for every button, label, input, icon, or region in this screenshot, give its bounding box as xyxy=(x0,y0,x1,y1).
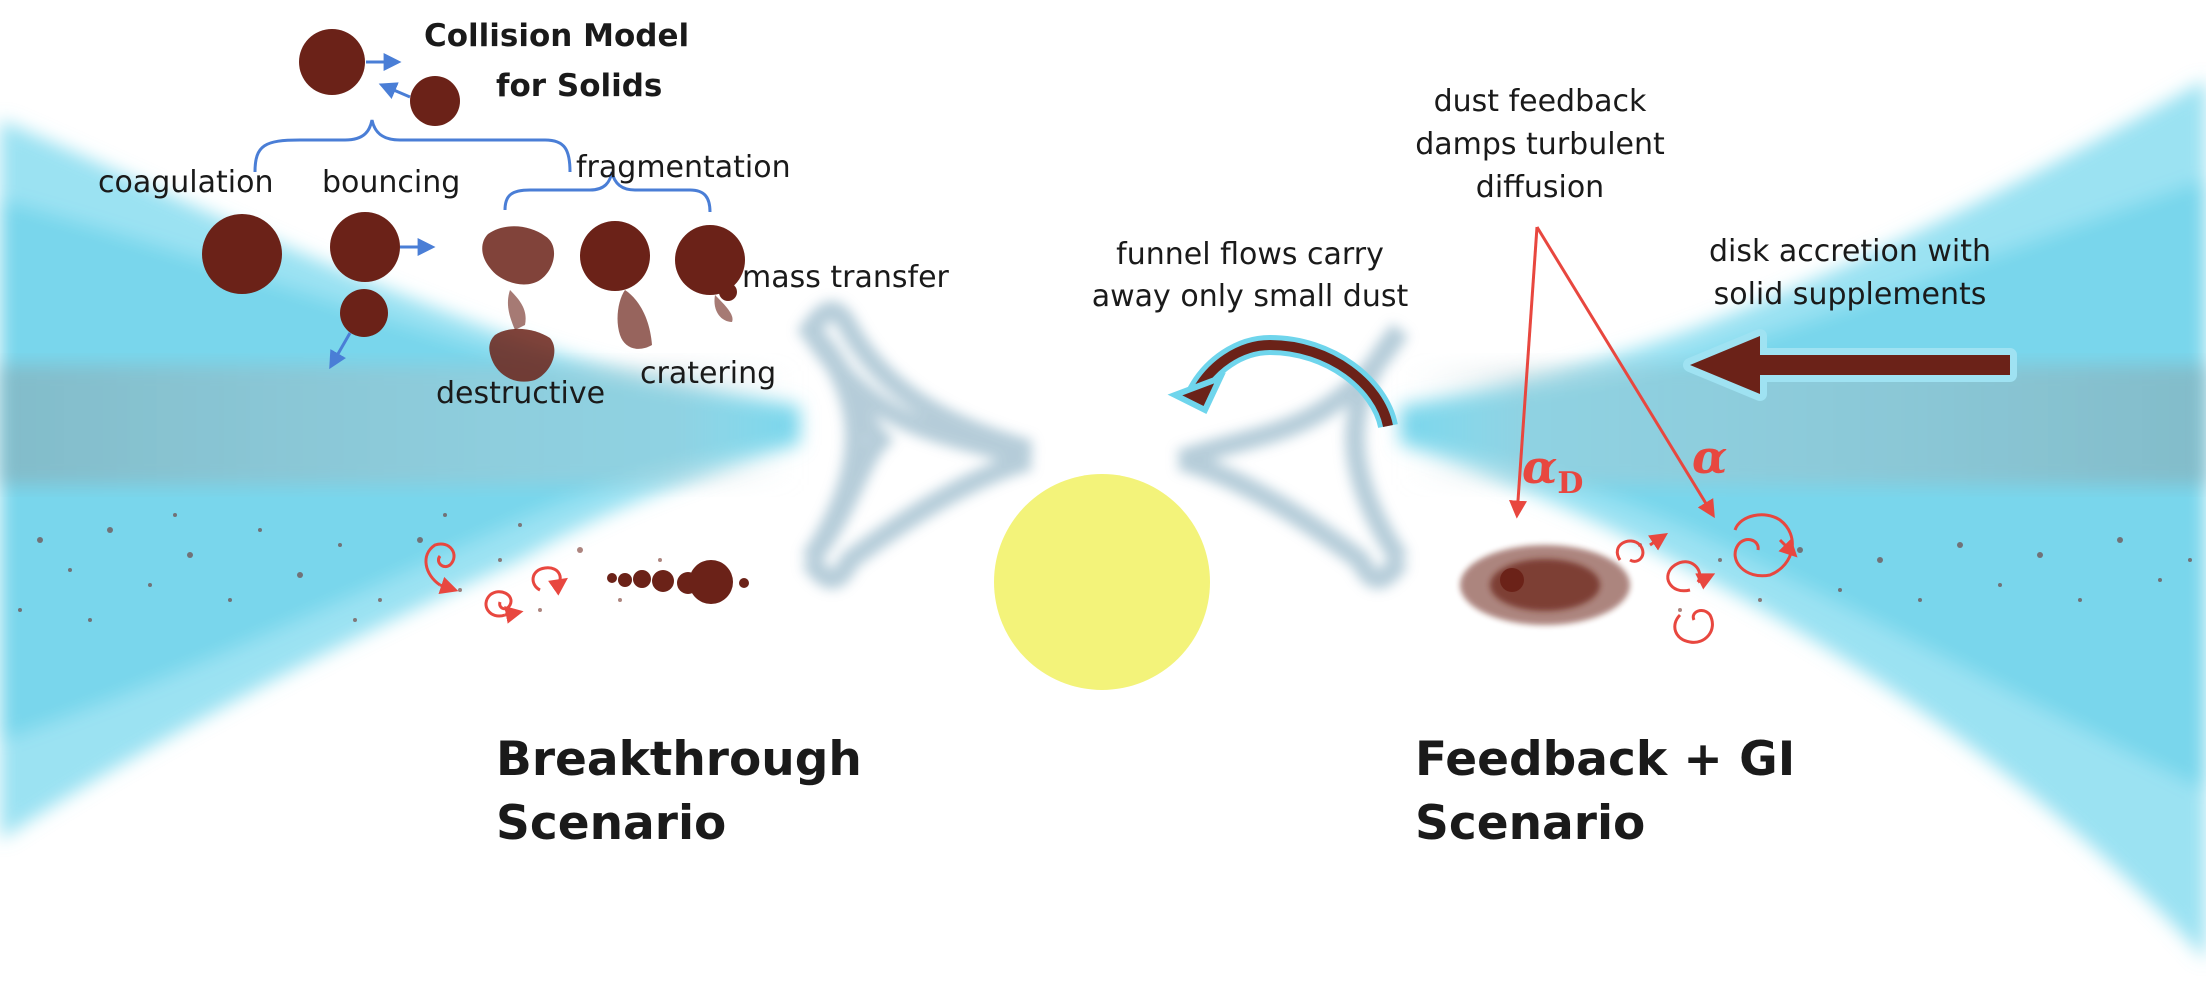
left-dust-speckles xyxy=(18,513,702,622)
label-coagulation: coagulation xyxy=(98,165,274,200)
star-icon xyxy=(994,474,1210,690)
funnel-line2: away only small dust xyxy=(1091,279,1409,314)
right-dust-speckles xyxy=(1638,537,2192,612)
collision-model-title-line1: Collision Model xyxy=(424,18,690,54)
right-disk-midplane xyxy=(1400,365,2206,485)
dust-feedback-line1: dust feedback xyxy=(1433,84,1647,119)
label-mass-transfer: mass transfer xyxy=(742,260,949,295)
accretion-annotation: disk accretion with solid supplements xyxy=(1680,230,2020,316)
left-scenario-line1: Breakthrough xyxy=(496,732,862,787)
left-disk-midplane xyxy=(0,365,800,485)
alpha-symbol: α xyxy=(1692,430,1728,484)
collision-arrows xyxy=(329,53,436,370)
funnel-flows xyxy=(797,301,1409,589)
dust-grain-icon xyxy=(607,560,749,604)
alpha-d-symbol: αD xyxy=(1522,440,1583,501)
dust-feedback-arrows xyxy=(1509,226,1715,519)
alpha-d-subscript: D xyxy=(1557,466,1584,502)
label-bouncing: bouncing xyxy=(322,165,461,200)
right-dust-clump xyxy=(1460,545,1630,625)
turbulent-eddy-icon xyxy=(424,542,568,624)
accretion-line1: disk accretion with xyxy=(1708,234,1992,269)
accretion-line2: solid supplements xyxy=(1713,277,1987,312)
label-fragmentation: fragmentation xyxy=(576,150,791,185)
accretion-arrow-icon xyxy=(1683,329,2017,401)
alpha-d-base: α xyxy=(1522,440,1558,494)
collision-braces xyxy=(253,119,712,213)
dust-feedback-annotation: dust feedback damps turbulent diffusion xyxy=(1380,80,1700,209)
dust-feedback-line3: diffusion xyxy=(1475,170,1605,205)
funnel-flow-annotation: funnel flows carry away only small dust xyxy=(1090,234,1410,318)
label-cratering: cratering xyxy=(640,356,777,391)
collision-grains xyxy=(202,29,745,337)
funnel-line1: funnel flows carry xyxy=(1116,237,1384,272)
dust-feedback-line2: damps turbulent xyxy=(1415,127,1665,162)
left-scenario-title: Breakthrough Scenario xyxy=(496,728,862,856)
right-scenario-line1: Feedback + GI xyxy=(1415,732,1796,787)
right-eddies xyxy=(1616,513,1798,644)
collision-model-title-line2: for Solids xyxy=(496,68,663,104)
funnel-flow-arrow-icon xyxy=(1167,334,1398,429)
right-scenario-line2: Scenario xyxy=(1415,796,1646,851)
left-scenario-line2: Scenario xyxy=(496,796,727,851)
right-scenario-title: Feedback + GI Scenario xyxy=(1415,728,1795,856)
fragment-debris xyxy=(482,226,733,382)
label-destructive: destructive xyxy=(436,376,606,411)
